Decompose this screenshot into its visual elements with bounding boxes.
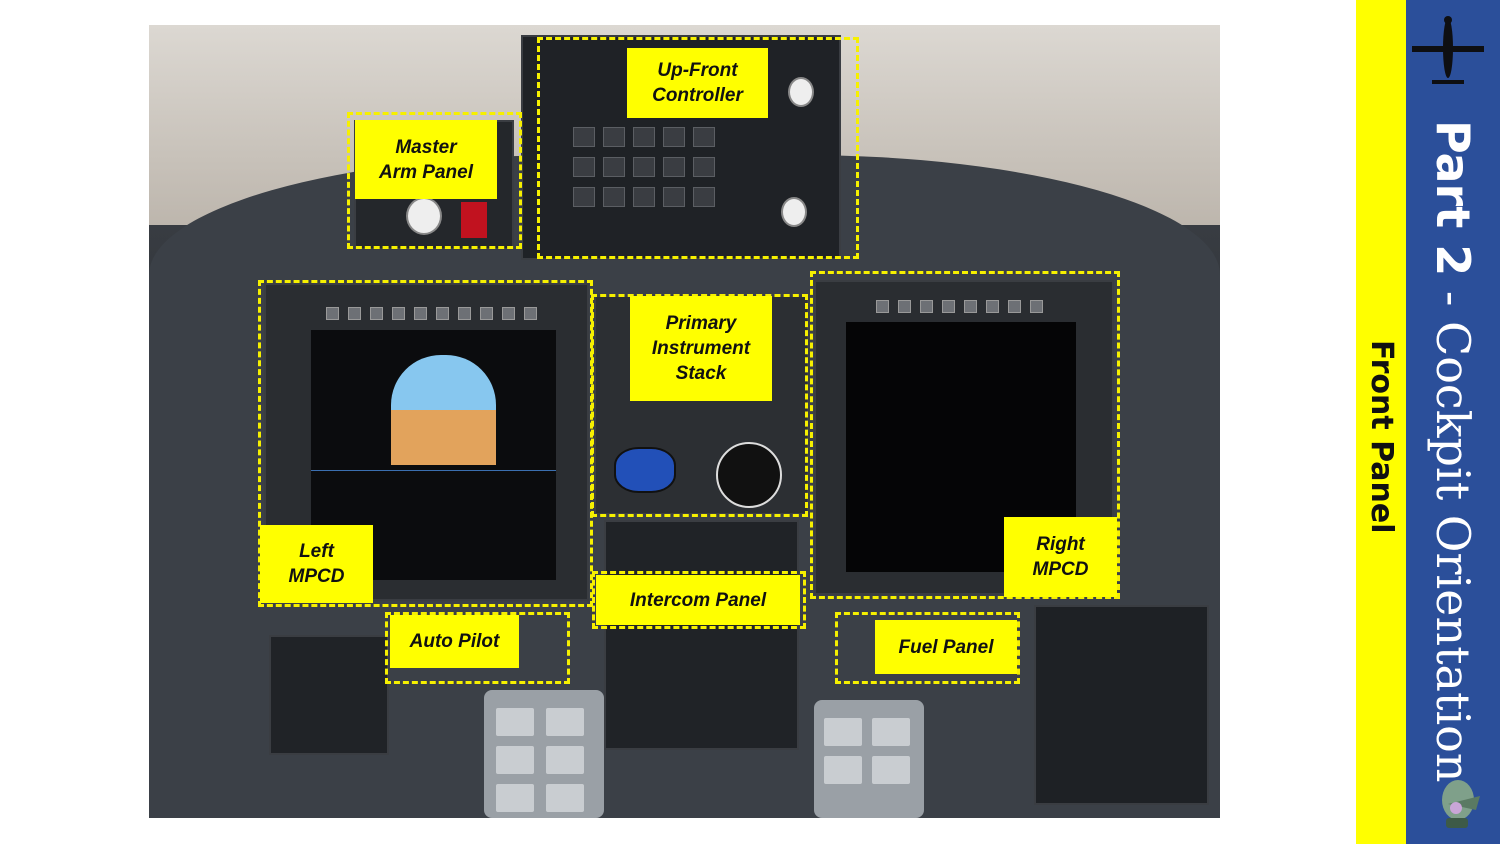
intercom-hardware [604,520,799,750]
right-mpcd-top-buttons [876,300,1043,313]
callout-left-mpcd: Left MPCD [260,525,373,603]
ufc-knob-2 [781,197,807,227]
up-front-controller-outline [537,37,859,259]
title-part: Part 2 [1426,120,1480,277]
master-arm-panel-outline [347,112,522,249]
callout-auto-pilot: Auto Pilot [390,615,519,668]
yellow-sidebar-strip [1356,0,1406,844]
callout-master-arm-panel: Master Arm Panel [355,120,497,199]
callout-intercom-panel: Intercom Panel [596,575,800,625]
callout-primary-instrument-stack: Primary Instrument Stack [630,296,772,401]
right-rudder-pedal [814,700,924,818]
attitude-indicator [614,447,676,493]
left-rudder-pedal [484,690,604,818]
slide-subtitle: Front Panel [1364,340,1399,534]
intercom-panel-outline [592,571,806,629]
fuel-hardware [1034,605,1209,805]
master-arm-switch [461,202,487,238]
mascot-logo-icon [1442,780,1480,828]
primary-instrument-stack-outline [591,294,808,517]
blue-sidebar-strip [1406,0,1500,844]
right-mpcd-hardware [814,280,1114,595]
callout-right-mpcd: Right MPCD [1004,517,1117,597]
right-mpcd-outline [810,271,1120,599]
slide-title: Part 2 - Cockpit Orientation [1406,120,1500,783]
auto-pilot-outline [385,612,570,684]
ufc-keypad [573,127,715,207]
cockpit-photo [149,25,1220,818]
autopilot-hardware [269,635,389,755]
left-mpcd-hardware [264,283,589,601]
ufc-knob [788,77,814,107]
aircraft-silhouette-icon [1412,16,1484,84]
divider-line [311,470,556,471]
left-mpcd-top-buttons [326,307,537,320]
adi-ground [391,410,496,465]
title-rest: Cockpit Orientation [1426,321,1480,783]
fuel-panel-outline [835,612,1020,684]
callout-up-front-controller: Up-Front Controller [627,48,768,118]
title-separator: - [1426,276,1480,322]
callout-fuel-panel: Fuel Panel [875,620,1017,674]
airspeed-gauge [716,442,782,508]
